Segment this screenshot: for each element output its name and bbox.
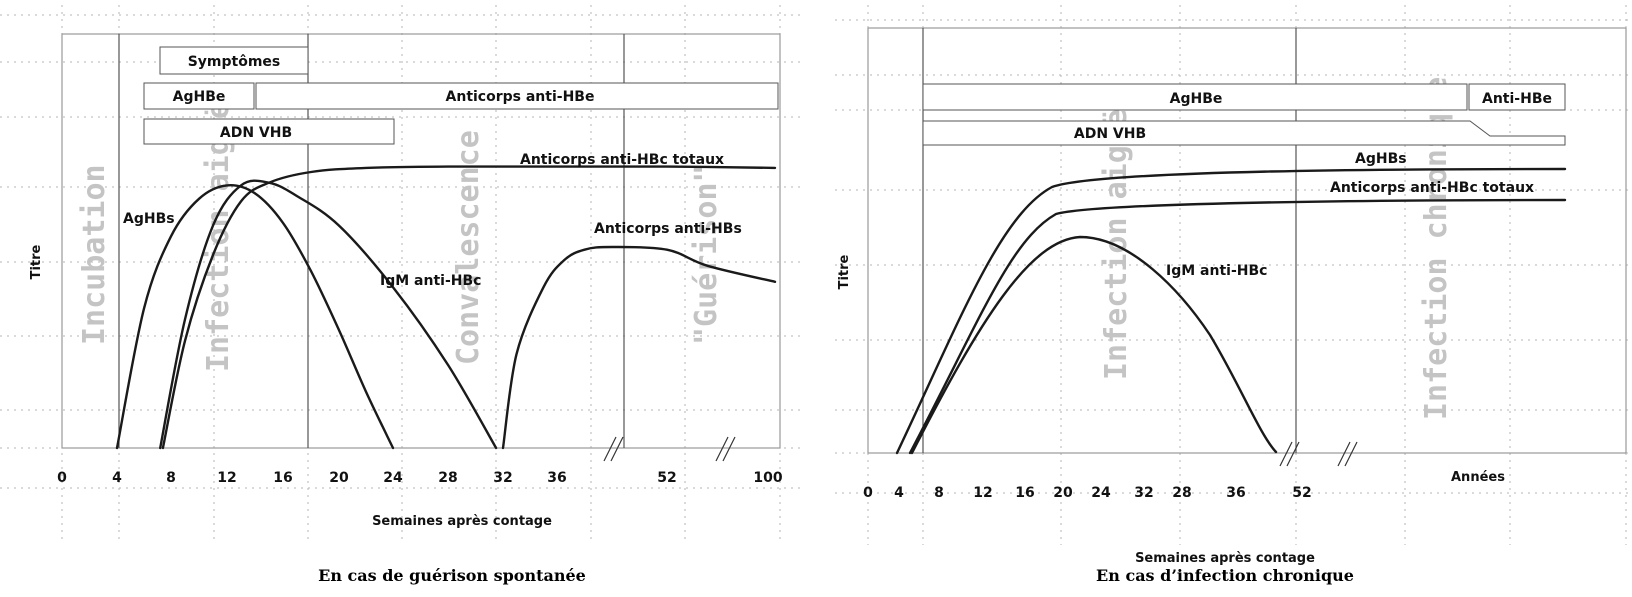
- series-anti-hbc-totaux-curve: [908, 198, 1567, 455]
- series-label-aghbs: AgHBs: [123, 211, 175, 227]
- x-tick-label: 36: [547, 470, 566, 486]
- x-tick-label: 28: [438, 470, 457, 486]
- left-phase-label: Convalescence: [451, 130, 486, 365]
- bar-label-anti-hbe: Anticorps anti-HBe: [446, 89, 595, 105]
- x-tick-label: 12: [973, 485, 992, 501]
- bar-anti-hbe: [1468, 83, 1566, 111]
- x-tick-label: 0: [863, 485, 873, 501]
- right-grid: [835, 5, 1632, 545]
- series-label-anti-hbs: Anticorps anti-HBs: [594, 221, 742, 237]
- series-label-aghbs: AgHBs: [1355, 151, 1407, 167]
- left-series-group: [115, 165, 777, 450]
- right-y-axis-title: Titre: [837, 254, 852, 289]
- bar-label-adn-vhb: ADN VHB: [1074, 126, 1146, 142]
- series-aghbs-curve: [895, 167, 1567, 455]
- x-tick-label: 100: [753, 470, 782, 486]
- series-label-igm-anti-hbc: IgM anti-HBc: [1166, 263, 1267, 279]
- left-x-axis-title: Semaines après contage: [372, 514, 552, 529]
- x-tick-label: 4: [894, 485, 904, 501]
- axis-break-mark: [610, 436, 624, 462]
- x-tick-label: 8: [166, 470, 176, 486]
- x-tick-label: 0: [57, 470, 67, 486]
- x-tick-label: 32: [1134, 485, 1153, 501]
- series-anti-hbs-curve: [501, 245, 777, 450]
- right-caption: En cas d’infection chronique: [1096, 566, 1354, 585]
- series-igm-anti-hbc-curve: [159, 179, 498, 450]
- series-igm-anti-hbc-curve: [910, 235, 1278, 455]
- bar-anti-hbe: [255, 82, 779, 110]
- axis-break-mark: [1286, 441, 1300, 467]
- x-tick-label: 52: [657, 470, 676, 486]
- right-x-axis-secondary-title: Années: [1451, 470, 1505, 485]
- bar-adn-vhb: [922, 120, 1566, 146]
- series-aghbs-curve: [115, 184, 395, 450]
- x-tick-label: 36: [1226, 485, 1245, 501]
- x-tick-label: 28: [1172, 485, 1191, 501]
- series-label-anti-hbc-totaux: Anticorps anti-HBc totaux: [520, 152, 724, 168]
- chart-spontaneous-recovery: Incubation Infection aiguë Convalescence…: [0, 5, 800, 585]
- x-tick-label: 24: [1091, 485, 1111, 501]
- left-y-axis-title: Titre: [29, 244, 44, 279]
- chart-chronic-infection: Infection aiguë Infection chronique AgHB…: [835, 5, 1632, 585]
- series-label-igm-anti-hbc: IgM anti-HBc: [380, 273, 481, 289]
- x-tick-label: 52: [1292, 485, 1311, 501]
- left-caption: En cas de guérison spontanée: [318, 566, 586, 585]
- axis-break-mark: [603, 436, 617, 462]
- x-tick-label: 8: [934, 485, 944, 501]
- left-x-ticks: 0 4 8 12 16 20 24 28 32 36 52 100: [57, 470, 783, 486]
- x-tick-label: 20: [329, 470, 349, 486]
- right-x-ticks: 0 4 8 12 16 20 24 32 28 36 52: [863, 485, 1312, 501]
- axis-break-mark: [1337, 441, 1351, 467]
- axis-break-mark: [722, 436, 736, 462]
- bar-adn-vhb: [143, 118, 395, 145]
- right-plot-frame: [867, 27, 1627, 454]
- x-tick-label: 16: [273, 470, 292, 486]
- series-label-anti-hbc-totaux: Anticorps anti-HBc totaux: [1330, 180, 1534, 196]
- axis-break-mark: [1344, 441, 1358, 467]
- bar-label-adn-vhb: ADN VHB: [220, 125, 292, 141]
- bar-label-symptomes: Symptômes: [188, 54, 281, 70]
- bar-label-aghbe: AgHBe: [173, 89, 226, 105]
- bar-label-aghbe: AgHBe: [1170, 91, 1223, 107]
- x-tick-label: 20: [1053, 485, 1073, 501]
- bar-symptomes: [159, 46, 309, 75]
- bar-aghbe: [143, 82, 255, 110]
- left-plot-frame: [61, 33, 781, 449]
- x-tick-label: 24: [383, 470, 403, 486]
- left-phase-label: "Guérison": [689, 164, 724, 345]
- x-tick-label: 16: [1015, 485, 1034, 501]
- axis-break-mark: [1279, 441, 1293, 467]
- left-phase-label: Infection aiguë: [201, 101, 236, 372]
- bar-aghbe: [922, 83, 1468, 111]
- left-phase-label: Incubation: [77, 164, 112, 345]
- right-x-axis-title: Semaines après contage: [1135, 551, 1315, 566]
- x-tick-label: 4: [112, 470, 122, 486]
- x-tick-label: 32: [493, 470, 512, 486]
- series-anti-hbc-totaux-curve: [161, 165, 777, 450]
- x-tick-label: 12: [217, 470, 236, 486]
- bar-label-anti-hbe: Anti-HBe: [1482, 91, 1552, 107]
- axis-break-mark: [715, 436, 729, 462]
